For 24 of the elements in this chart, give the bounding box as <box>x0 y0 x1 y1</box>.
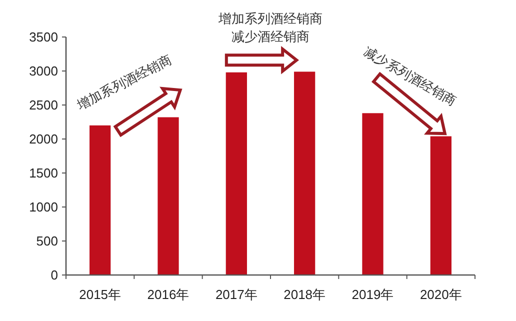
x-tick-label: 2016年 <box>147 287 190 302</box>
x-tick-label: 2018年 <box>284 287 326 302</box>
annotation: 减少酒经销商 <box>232 29 310 44</box>
x-tick-label: 2019年 <box>352 287 394 302</box>
bar <box>294 72 316 275</box>
bar <box>226 72 247 275</box>
text: 增加系列酒经销商 <box>218 11 322 26</box>
annotation: 增加系列酒经销商 <box>74 52 174 113</box>
y-tick-label: 3500 <box>29 30 58 45</box>
x-tick-label: 2017年 <box>215 287 258 302</box>
bar <box>430 136 452 275</box>
bar <box>158 117 179 275</box>
y-tick-label: 0 <box>50 268 58 283</box>
annotation: 减少系列酒经销商 <box>361 44 459 109</box>
y-tick-label: 500 <box>36 234 58 249</box>
x-tick-label: 2020年 <box>420 287 462 302</box>
y-tick-label: 3000 <box>29 64 58 79</box>
y-tick-label: 1000 <box>29 200 58 215</box>
x-tick-label: 2015年 <box>79 287 122 302</box>
bar <box>90 125 111 275</box>
y-tick-label: 1500 <box>29 166 58 181</box>
y-tick-label: 2500 <box>29 98 58 113</box>
y-tick-label: 2000 <box>29 132 58 147</box>
bar <box>362 113 384 275</box>
